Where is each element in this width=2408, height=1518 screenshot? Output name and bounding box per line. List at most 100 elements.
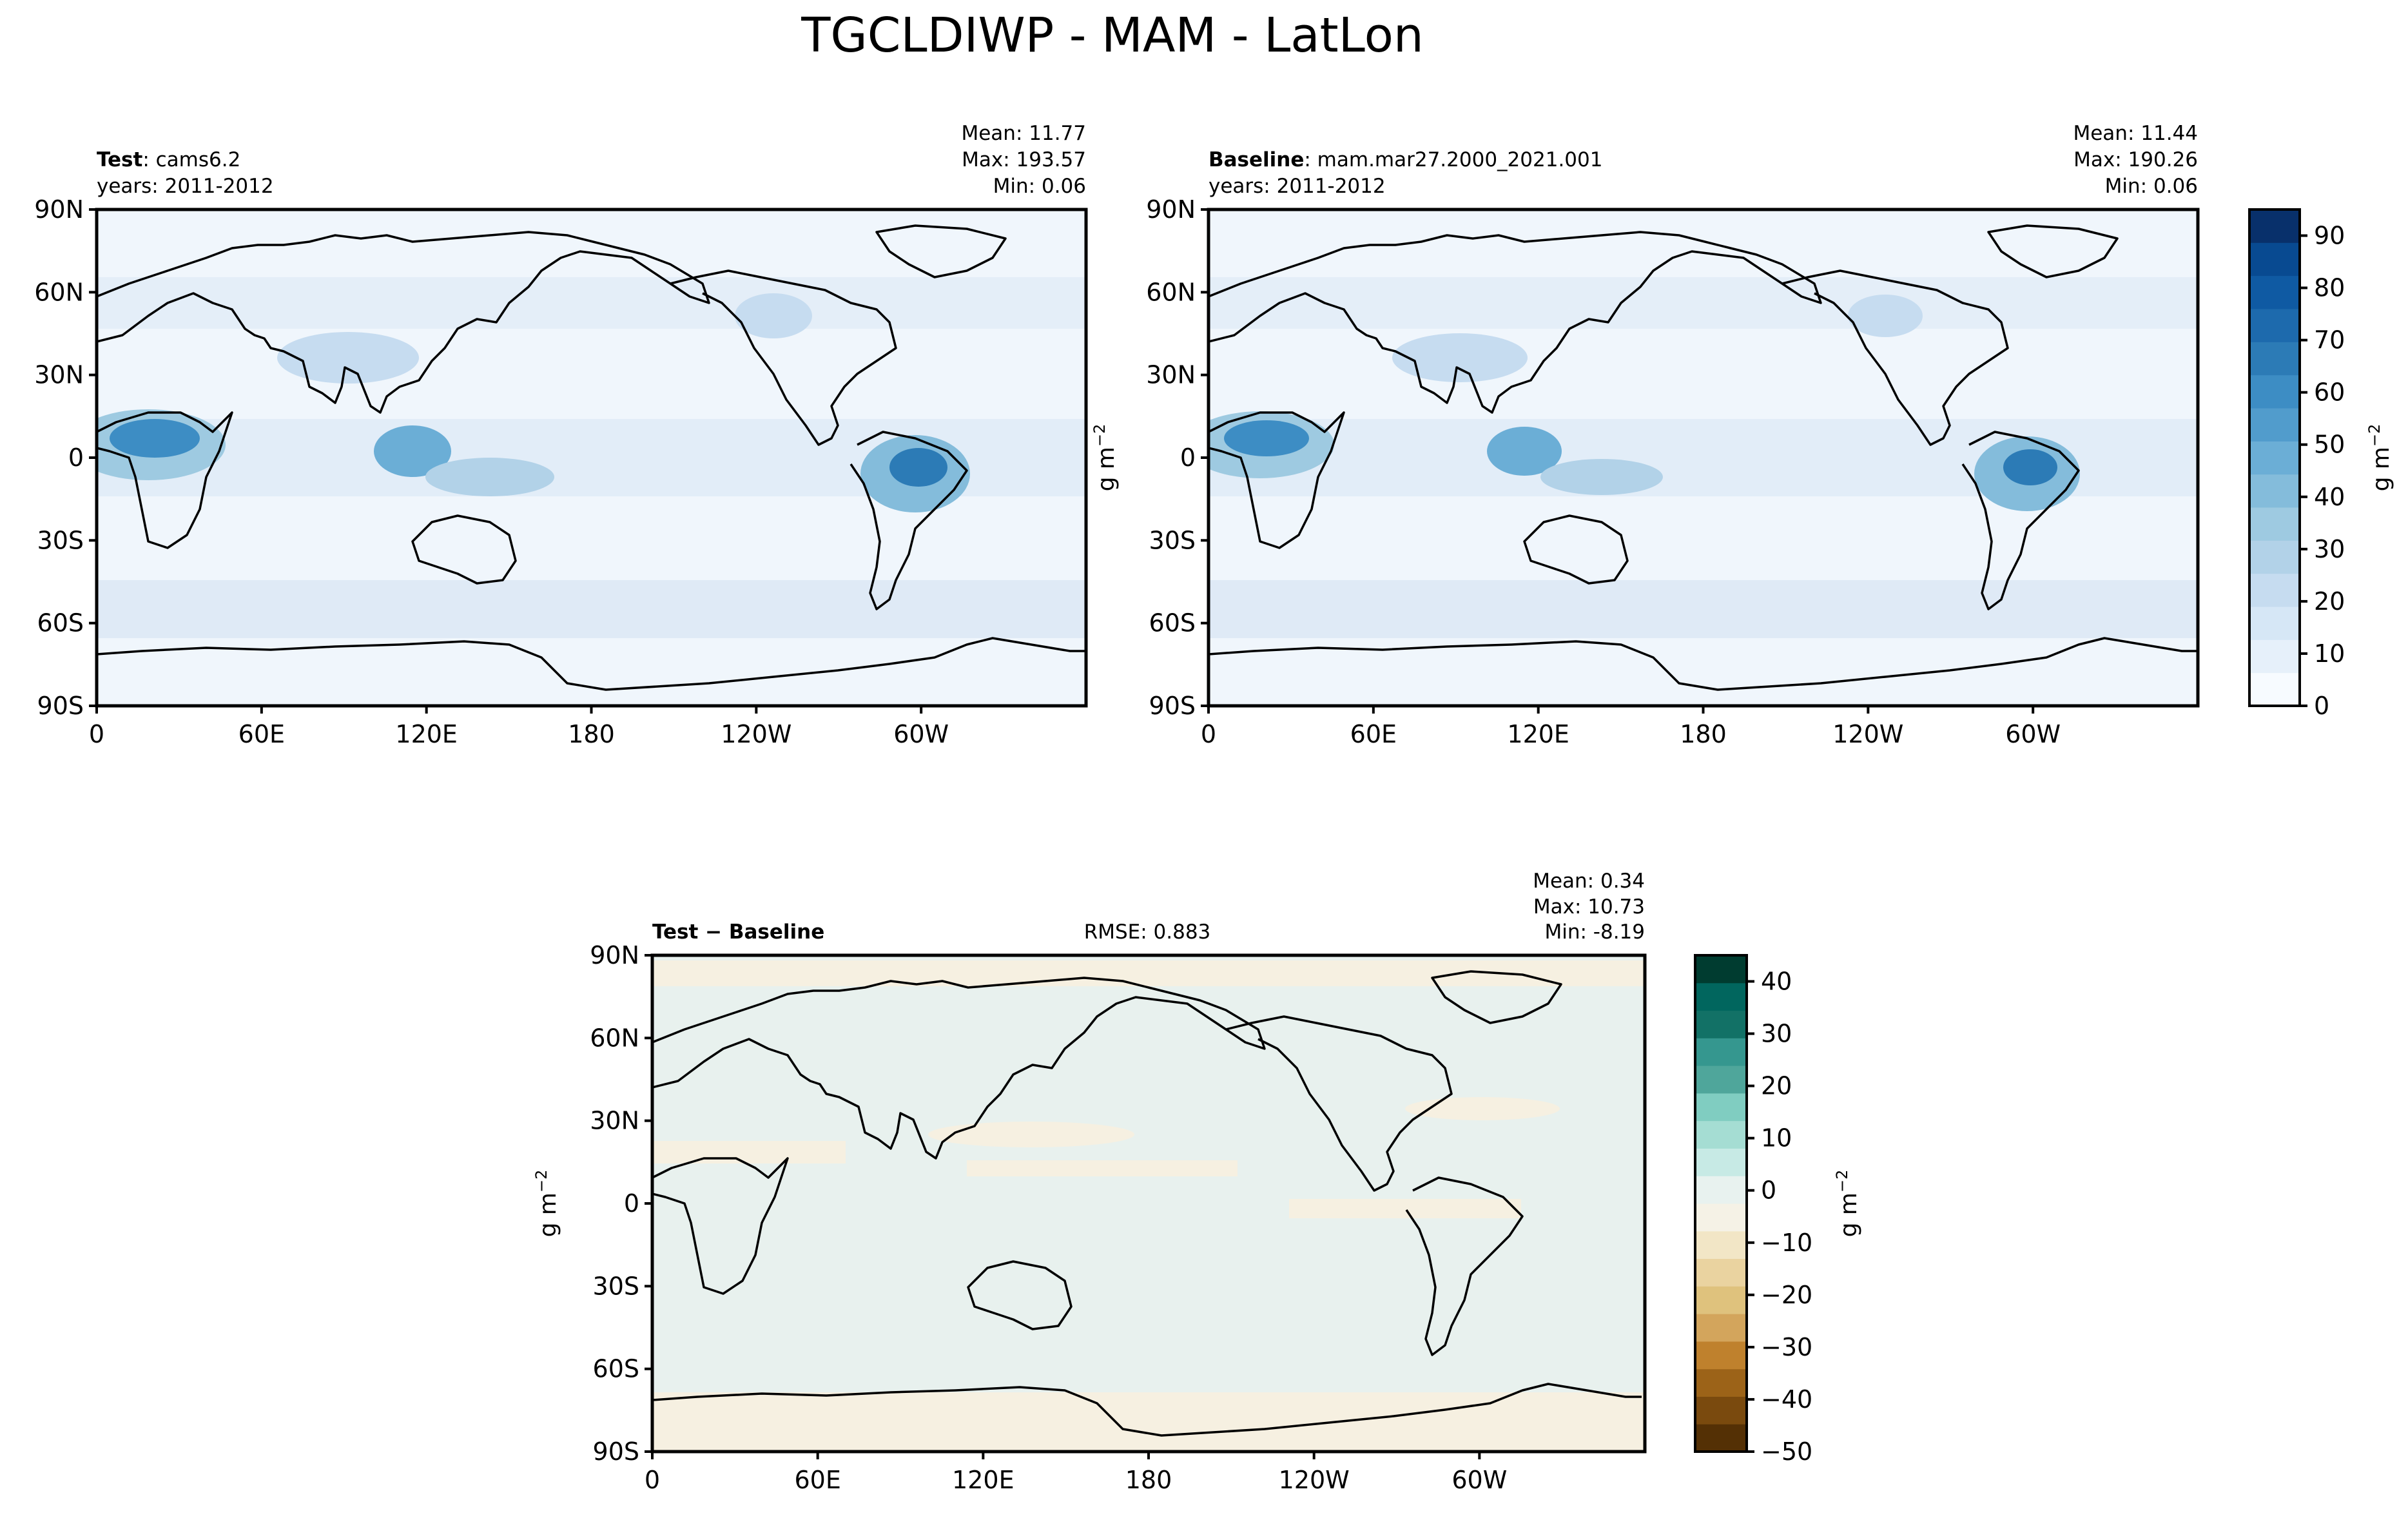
bottom-colorbar-cell (1695, 1231, 1747, 1260)
baseline-hotspot-africa-core (1224, 420, 1309, 456)
test-xtick-label: 120E (395, 720, 458, 748)
top-colorbar-cell (2249, 474, 2300, 508)
test-coastlines (97, 224, 1086, 691)
baseline-xtick-label: 120W (1832, 720, 1903, 748)
bottom-colorbar-tick-label: 0 (1761, 1176, 1776, 1205)
bottom-colorbar-cell (1695, 955, 1747, 984)
top-colorbar-tick-label: 30 (2314, 535, 2345, 563)
top-colorbar: 0 10 20 30 40 50 60 70 80 90 g m−2 (2248, 208, 2394, 720)
test-coast-south-america (850, 431, 968, 610)
baseline-hotspot-tibet (1392, 333, 1528, 382)
bottom-colorbar-cell (1695, 1203, 1747, 1232)
bottom-colorbar-tick-label: 20 (1761, 1072, 1792, 1100)
test-ytick-label: 30S (37, 526, 84, 554)
figure-title: TGCLDIWP - MAM - LatLon (801, 8, 1424, 63)
baseline-coast-antarctica (1209, 637, 2198, 691)
difference-stat-max: Max: 10.73 (1533, 895, 1645, 919)
difference-patch-2 (967, 1160, 1238, 1176)
difference-xtick-label: 60E (794, 1466, 840, 1494)
bottom-colorbar-units: g m−2 (1833, 1170, 1862, 1238)
difference-units-exp: −2 (532, 1170, 550, 1192)
baseline-label: Baseline: mam.mar27.2000_2021.001 (1209, 148, 1602, 171)
baseline-xtick-label: 0 (1201, 720, 1216, 748)
top-colorbar-tick-label: 40 (2314, 483, 2345, 511)
test-hotspot-na (735, 293, 812, 338)
baseline-stat-min: Min: 0.06 (2105, 175, 2198, 198)
test-xtick-label: 120W (721, 720, 791, 748)
top-colorbar-cell (2249, 375, 2300, 409)
baseline-panel: Baseline: mam.mar27.2000_2021.001 years:… (1091, 122, 2200, 748)
bottom-colorbar-cell (1695, 1368, 1747, 1397)
top-colorbar-tick-label: 60 (2314, 378, 2345, 407)
baseline-units-base: g m (1093, 447, 1120, 491)
bottom-colorbar-cell (1695, 1341, 1747, 1370)
test-stat-max: Max: 193.57 (962, 148, 1086, 171)
test-label-bold: Test (97, 148, 143, 171)
bottom-colorbar-units-base: g m (1836, 1192, 1862, 1237)
test-hotspot-africa-core (110, 419, 200, 458)
baseline-band-southern-storm (1209, 580, 2198, 638)
bottom-colorbar-cell (1695, 1286, 1747, 1314)
baseline-ytick-label: 90S (1149, 692, 1196, 720)
difference-panel: Test − Baseline RMSE: 0.883 Mean: 0.34 M… (532, 870, 1647, 1494)
test-band-southern-storm (97, 580, 1086, 638)
difference-label: Test − Baseline (652, 920, 824, 944)
difference-units-base: g m (535, 1192, 561, 1237)
test-hotspot-tibet (277, 332, 419, 384)
difference-patch-1 (652, 1141, 846, 1163)
test-coast-australia (411, 514, 517, 585)
test-xtick-label: 0 (89, 720, 104, 748)
test-xtick-label: 180 (568, 720, 615, 748)
baseline-xaxis: 0 60E 120E 180 120W 60W (1201, 706, 2061, 748)
baseline-hotspot-amazon-core (2003, 449, 2057, 485)
baseline-stat-max: Max: 190.26 (2073, 148, 2198, 171)
top-colorbar-tick-label: 10 (2314, 639, 2345, 668)
baseline-band-northern-storm (1209, 277, 2198, 329)
baseline-stat-mean: Mean: 11.44 (2073, 122, 2198, 145)
difference-xtick-label: 60W (1452, 1466, 1507, 1494)
bottom-colorbar-tick-label: 10 (1761, 1124, 1792, 1153)
bottom-colorbar-cell (1695, 1314, 1747, 1342)
top-colorbar-cell (2249, 408, 2300, 442)
test-coast-antarctica (97, 637, 1086, 691)
difference-yaxis: 90N 60N 30N 0 30S 60S 90S (590, 941, 652, 1466)
test-ytick-label: 90S (37, 692, 84, 720)
baseline-ytick-label: 30S (1149, 526, 1196, 554)
baseline-coast-africa (1209, 411, 1345, 549)
top-colorbar-tick-label: 0 (2314, 692, 2329, 720)
difference-xtick-label: 0 (645, 1466, 660, 1494)
bottom-colorbar-cells (1695, 955, 1747, 1452)
difference-coast-greenland (1431, 970, 1562, 1024)
top-colorbar-frame (2248, 208, 2301, 707)
top-colorbar-cell (2249, 441, 2300, 475)
difference-coast-australia (967, 1260, 1073, 1330)
bottom-colorbar-cell (1695, 1010, 1747, 1038)
difference-coast-north-america (1225, 1015, 1453, 1192)
bottom-colorbar-cell (1695, 982, 1747, 1011)
top-colorbar-cell (2249, 342, 2300, 376)
difference-ytick-label: 0 (624, 1189, 639, 1218)
difference-patch-3 (1289, 1199, 1521, 1218)
difference-stat-min: Min: -8.19 (1544, 920, 1645, 944)
baseline-field (1209, 277, 2198, 638)
top-colorbar-cells (2249, 209, 2300, 706)
top-colorbar-cell (2249, 540, 2300, 574)
baseline-hotspot-na (1848, 295, 1923, 337)
difference-ytick-label: 60S (593, 1355, 639, 1383)
baseline-coast-greenland (1987, 224, 2119, 278)
bottom-colorbar-cell (1695, 1120, 1747, 1149)
difference-ytick-label: 90N (590, 941, 639, 969)
baseline-xtick-label: 120E (1507, 720, 1569, 748)
top-colorbar-tick-label: 50 (2314, 431, 2345, 459)
top-colorbar-cell (2249, 275, 2300, 309)
baseline-coast-south-america (1961, 431, 2080, 610)
bottom-colorbar-tick-label: 30 (1761, 1020, 1792, 1048)
bottom-colorbar-units-exp: −2 (1833, 1170, 1851, 1192)
test-xaxis: 0 60E 120E 180 120W 60W (89, 706, 949, 748)
test-years: years: 2011-2012 (97, 175, 274, 198)
test-ytick-label: 60N (34, 278, 84, 306)
test-hotspot-maritime (374, 425, 451, 477)
bottom-colorbar-cell (1695, 1258, 1747, 1287)
top-colorbar-cell (2249, 209, 2300, 243)
bottom-colorbar-cell (1695, 1176, 1747, 1204)
